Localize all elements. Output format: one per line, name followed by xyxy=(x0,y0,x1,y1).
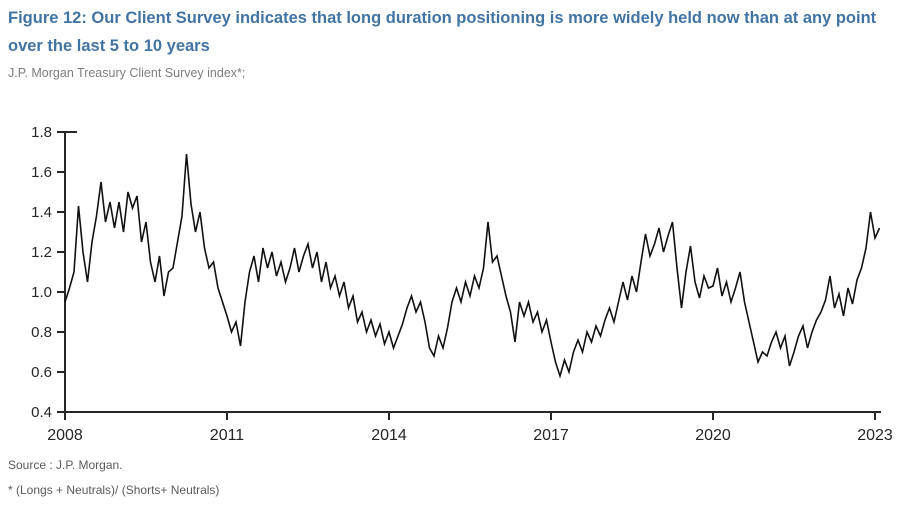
y-tick-label: 1.8 xyxy=(31,124,52,141)
survey-index-line xyxy=(64,153,881,379)
chart-area: 1.8 1.6 1.4 1.2 1.0 0.8 0.6 0.4 2008 2011 2014 201… xyxy=(0,106,900,456)
x-tick-label: 2020 xyxy=(695,427,731,444)
x-tick-label: 2011 xyxy=(210,427,245,444)
x-tick-label: 2017 xyxy=(533,427,569,444)
y-tick-label: 1.6 xyxy=(31,164,52,181)
y-tick-label: 1.2 xyxy=(31,244,52,261)
y-tick-label: 0.6 xyxy=(31,364,52,381)
footnote: * (Longs + Neutrals)/ (Shorts+ Neutrals) xyxy=(8,483,220,497)
survey-chart: 1.8 1.6 1.4 1.2 1.0 0.8 0.6 0.4 2008 2011 2014 201… xyxy=(31,124,893,444)
source-note: Source : J.P. Morgan. xyxy=(8,458,123,472)
x-axis: 2008 2011 2014 2017 2020 2023 xyxy=(47,411,893,444)
survey-index-polyline xyxy=(64,153,881,379)
y-tick-label: 1.4 xyxy=(31,204,52,221)
figure-title: Figure 12: Our Client Survey indicates t… xyxy=(8,9,877,55)
x-tick-label: 2014 xyxy=(371,427,407,444)
x-tick-label: 2008 xyxy=(47,427,83,444)
y-axis: 1.8 1.6 1.4 1.2 1.0 0.8 0.6 0.4 xyxy=(31,124,77,421)
y-tick-label: 0.8 xyxy=(31,324,52,341)
figure-subtitle: J.P. Morgan Treasury Client Survey index… xyxy=(8,66,246,80)
y-tick-label: 1.0 xyxy=(31,284,52,301)
y-tick-label: 0.4 xyxy=(31,404,52,421)
x-tick-label: 2023 xyxy=(857,427,893,444)
